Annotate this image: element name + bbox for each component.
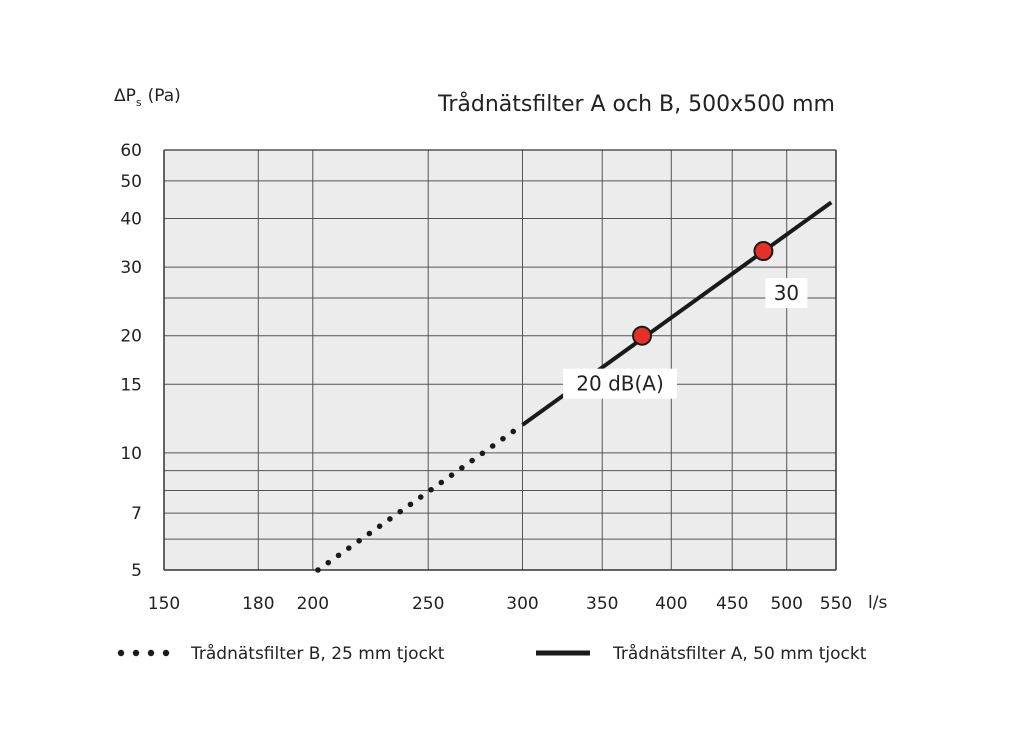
legend-label-filter-a: Trådnätsfilter A, 50 mm tjockt [612, 643, 867, 664]
x-tick-label: 180 [242, 594, 274, 614]
x-tick-label: 300 [506, 594, 538, 614]
y-tick-label: 15 [120, 375, 142, 395]
marker-label: 20 dB(A) [576, 372, 664, 396]
x-tick-label: 200 [297, 594, 329, 614]
y-tick-label: 5 [131, 561, 142, 581]
y-axis-label-sub: s [136, 96, 142, 109]
x-tick-label: 350 [586, 594, 618, 614]
markers: 20 dB(A) 30 [563, 241, 808, 399]
legend-label-filter-b: Trådnätsfilter B, 25 mm tjockt [190, 643, 445, 664]
legend-dot [132, 649, 140, 657]
x-tick-label: 450 [716, 594, 748, 614]
marker-label: 30 [774, 281, 799, 305]
y-tick-label: 7 [131, 504, 142, 524]
series-line-filter-b [315, 422, 526, 573]
x-tick-label: 400 [655, 594, 687, 614]
marker-label-box [765, 278, 808, 309]
legend-swatch-dotted [117, 649, 170, 657]
y-tick-label: 40 [120, 210, 142, 230]
y-axis-label-main: ΔP [114, 86, 136, 106]
y-tick-label: 60 [120, 141, 142, 161]
marker-point [753, 241, 774, 262]
y-tick-labels: 5 7 10 15 20 30 40 50 60 [120, 141, 142, 581]
y-tick-label: 20 [120, 327, 142, 347]
marker-label-box [563, 368, 678, 399]
y-tick-label: 50 [120, 172, 142, 192]
legend-dot [147, 649, 155, 657]
x-tick-labels: 150 180 200 250 300 350 400 450 500 550 [148, 594, 852, 614]
y-axis-label: ΔPs (Pa) [114, 86, 181, 109]
legend-dot [117, 649, 125, 657]
y-axis-label-unit: (Pa) [148, 86, 181, 106]
marker-point [632, 325, 653, 346]
x-tick-label: 250 [412, 594, 444, 614]
legend: Trådnätsfilter B, 25 mm tjockt Trådnätsf… [117, 643, 867, 664]
x-tick-label: 550 [820, 594, 852, 614]
y-tick-label: 30 [120, 258, 142, 278]
chart-title: Trådnätsfilter A och B, 500x500 mm [437, 91, 835, 117]
legend-dot [162, 649, 170, 657]
x-axis-label: l/s [868, 593, 887, 613]
x-tick-label: 150 [148, 594, 180, 614]
x-tick-label: 500 [770, 594, 802, 614]
plot-area [164, 150, 836, 570]
y-tick-label: 10 [120, 444, 142, 464]
axes [163, 149, 837, 571]
